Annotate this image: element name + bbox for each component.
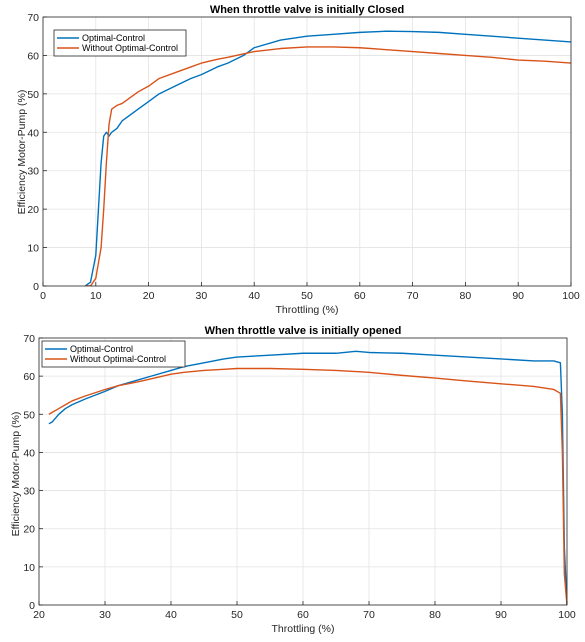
chart-closed-y-tick-label: 60 bbox=[27, 50, 39, 62]
chart-closed-series-line-optimal-control bbox=[84, 30, 571, 286]
chart-opened-series-line-optimal-control bbox=[48, 350, 567, 605]
chart-closed-legend-label: Optimal-Control bbox=[82, 33, 145, 43]
chart-closed-x-tick-label: 20 bbox=[143, 290, 155, 302]
chart-closed-y-tick-label: 0 bbox=[33, 281, 39, 293]
chart-opened-x-tick-label: 100 bbox=[558, 609, 576, 621]
chart-opened-x-tick-label: 30 bbox=[99, 609, 111, 621]
chart-closed-y-tick-label: 40 bbox=[27, 127, 39, 139]
chart-closed-x-tick-label: 90 bbox=[512, 290, 524, 302]
chart-closed-y-tick-label: 70 bbox=[27, 12, 39, 24]
chart-closed-x-tick-label: 30 bbox=[196, 290, 208, 302]
chart-opened-y-tick-label: 30 bbox=[23, 486, 35, 498]
chart-opened-legend-label: Optimal-Control bbox=[70, 344, 133, 354]
chart-opened-x-tick-label: 40 bbox=[165, 609, 177, 621]
chart-closed-x-tick-label: 50 bbox=[301, 290, 313, 302]
chart-opened-x-tick-label: 80 bbox=[429, 609, 441, 621]
chart-closed-series-line-without-optimal-control bbox=[85, 46, 571, 286]
chart-closed-legend-box bbox=[53, 29, 187, 57]
chart-closed-plot-area: 0 10 20 30 40 50 60 70 80 90 100 0 10 20 30 40 50 60 70 bbox=[27, 12, 580, 302]
chart-opened-x-tick-label: 90 bbox=[495, 609, 507, 621]
chart-opened-y-tick-label: 20 bbox=[23, 524, 35, 536]
chart-closed-legend-label: Without Optimal-Control bbox=[82, 43, 178, 53]
chart-opened-x-tick-label: 60 bbox=[297, 609, 309, 621]
chart-closed-x-tick-label: 80 bbox=[460, 290, 472, 302]
chart-opened-x-tick-label: 20 bbox=[33, 609, 45, 621]
chart-closed-y-tick-label: 20 bbox=[27, 204, 39, 216]
chart-closed-x-tick-label: 60 bbox=[354, 290, 366, 302]
chart-opened-plot-area: 20 30 40 50 60 70 80 90 100 0 10 20 30 40 50 60 70 bbox=[23, 333, 576, 621]
chart-opened-x-tick-label: 70 bbox=[363, 609, 375, 621]
chart-closed-y-tick-label: 10 bbox=[27, 243, 39, 255]
chart-opened-y-tick-label: 70 bbox=[23, 333, 35, 345]
chart-closed-title: When throttle valve is initially Closed bbox=[210, 4, 404, 16]
chart-closed-y-tick-label: 30 bbox=[27, 166, 39, 178]
chart-opened-y-axis-label: Efficiency Motor-Pump (%) bbox=[10, 412, 22, 537]
chart-opened-y-tick-label: 10 bbox=[23, 562, 35, 574]
chart-closed-x-tick-label: 0 bbox=[40, 290, 46, 302]
chart-opened-y-tick-label: 50 bbox=[23, 409, 35, 421]
chart-closed-x-tick-label: 40 bbox=[248, 290, 260, 302]
chart-opened-y-tick-label: 40 bbox=[23, 447, 35, 459]
chart-closed-x-tick-label: 100 bbox=[562, 290, 580, 302]
chart-opened-y-tick-label: 60 bbox=[23, 371, 35, 383]
chart-opened-x-axis-label: Throttling (%) bbox=[271, 623, 334, 635]
chart-opened-x-tick-label: 50 bbox=[231, 609, 243, 621]
chart-closed-x-axis-label: Throttling (%) bbox=[275, 304, 338, 316]
chart-closed-x-tick-label: 10 bbox=[90, 290, 102, 302]
chart-opened-series-line-without-optimal-control bbox=[48, 367, 567, 605]
chart-opened-y-tick-label: 0 bbox=[29, 600, 35, 612]
chart-opened-legend-label: Without Optimal-Control bbox=[70, 354, 166, 364]
chart-closed: 0 10 20 30 40 50 60 70 80 90 100 0 10 20 30 40 50 60 70 Wh… bbox=[16, 4, 580, 316]
chart-closed-x-tick-label: 70 bbox=[407, 290, 419, 302]
chart-opened: 20 30 40 50 60 70 80 90 100 0 10 20 30 40 50 60 70 When … bbox=[10, 325, 576, 635]
chart-opened-legend-box bbox=[41, 340, 186, 368]
chart-closed-y-axis-label: Efficiency Motor-Pump (%) bbox=[16, 90, 28, 215]
chart-closed-y-tick-label: 50 bbox=[27, 89, 39, 101]
chart-opened-title: When throttle valve is initially opened bbox=[205, 325, 402, 337]
